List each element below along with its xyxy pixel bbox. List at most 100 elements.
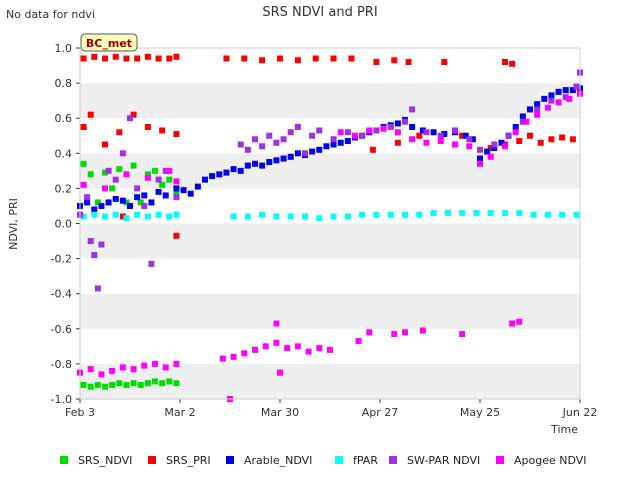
data-point (119, 364, 126, 371)
y-tick-label: -0.4 (51, 288, 72, 301)
data-point (155, 188, 162, 195)
data-point (562, 87, 569, 94)
data-point (162, 167, 169, 174)
data-point (566, 95, 573, 102)
data-point (462, 132, 469, 139)
data-point (173, 53, 180, 60)
data-point (98, 202, 105, 209)
grid-band (80, 293, 580, 329)
data-point (394, 139, 401, 146)
data-point (194, 183, 201, 190)
data-point (94, 285, 101, 292)
data-point (123, 199, 130, 206)
data-point (241, 350, 248, 357)
data-point (569, 136, 576, 143)
data-point (94, 199, 101, 206)
series-sw-par-ndvi (77, 69, 583, 292)
data-point (444, 209, 451, 216)
legend-swatch (496, 456, 504, 464)
data-point (244, 213, 251, 220)
data-point (123, 381, 130, 388)
data-point (91, 211, 98, 218)
data-point (534, 106, 541, 113)
data-point (369, 146, 376, 153)
data-point (355, 338, 362, 345)
data-point (262, 343, 269, 350)
data-point (80, 213, 87, 220)
data-point (91, 206, 98, 213)
legend-label: SRS_PRI (166, 454, 211, 467)
data-point (137, 199, 144, 206)
data-point (452, 141, 458, 148)
data-point (391, 57, 398, 64)
data-point (273, 139, 280, 146)
data-point (230, 213, 237, 220)
data-point (509, 60, 516, 67)
data-point (112, 211, 119, 218)
y-tick-label: -0.2 (51, 253, 72, 266)
legend-label: SW-PAR NDVI (407, 454, 480, 467)
data-point (180, 187, 187, 194)
legend-swatch (226, 456, 234, 464)
data-point (144, 213, 151, 220)
data-point (516, 209, 523, 216)
data-point (116, 166, 123, 173)
data-point (416, 132, 423, 139)
data-point (94, 381, 101, 388)
site-badge-box (80, 33, 138, 52)
data-point (223, 55, 230, 62)
data-point (259, 162, 266, 169)
data-point (80, 55, 87, 62)
data-point (112, 176, 119, 183)
data-point (98, 371, 105, 378)
data-point (148, 199, 155, 206)
data-point (144, 174, 151, 181)
data-point (105, 167, 112, 174)
data-point (477, 160, 483, 167)
data-point (544, 211, 551, 218)
series-fpar (80, 209, 580, 222)
data-point (209, 173, 216, 180)
data-point (419, 327, 426, 334)
data-point (430, 209, 437, 216)
y-tick-label: 0.2 (55, 182, 73, 195)
legend-swatch (148, 456, 156, 464)
data-point (148, 260, 155, 267)
data-point (230, 353, 237, 360)
y-tick-label: -1.0 (51, 393, 72, 406)
data-point (344, 129, 351, 136)
y-tick-label: 0.8 (55, 77, 73, 90)
data-point (173, 188, 180, 195)
data-point (109, 185, 116, 192)
data-point (152, 167, 158, 174)
data-point (141, 202, 148, 209)
data-point (316, 215, 323, 222)
data-point (166, 213, 173, 220)
data-point (87, 111, 94, 118)
data-point (502, 143, 508, 150)
data-point (555, 88, 562, 95)
data-point (166, 55, 173, 62)
data-point (273, 213, 280, 220)
data-point (87, 171, 94, 178)
data-point (302, 150, 308, 157)
legend-label: fPAR (353, 454, 378, 467)
data-point (502, 209, 508, 216)
data-point (512, 129, 519, 136)
data-point (477, 146, 483, 153)
data-point (527, 132, 533, 139)
data-point (466, 143, 473, 150)
data-point (112, 195, 119, 202)
data-point (459, 331, 466, 338)
data-point (144, 171, 151, 178)
data-point (373, 211, 380, 218)
x-tick-label: May 25 (460, 406, 500, 419)
plot-frame (79, 47, 581, 400)
data-point (84, 199, 91, 206)
data-point (502, 59, 508, 66)
data-point (512, 123, 519, 130)
data-point (287, 129, 294, 136)
data-point (419, 127, 426, 134)
data-point (173, 360, 180, 367)
data-point (102, 213, 108, 220)
